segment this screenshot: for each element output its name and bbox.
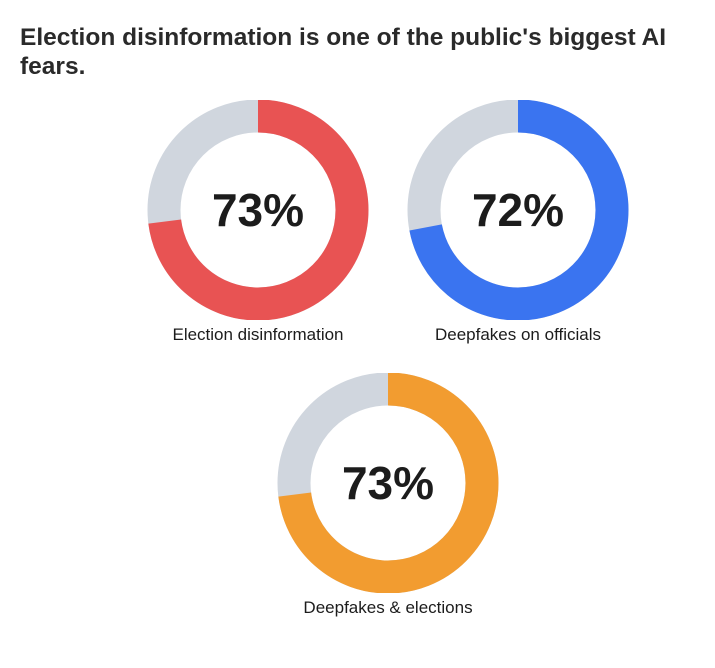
donut-chart: 73% [277,373,499,593]
donut-value-label: 73% [342,457,434,509]
donut-label: Deepfakes on officials [434,325,601,344]
donut-deepfakes-elections: 73% Deepfakes & elections [268,373,508,633]
donut-deepfakes-officials: 72% Deepfakes on officials [398,100,638,360]
chart-title: Election disinformation is one of the pu… [20,24,667,80]
donut-label: Deepfakes & elections [303,598,473,617]
donut-label: Election disinformation [172,325,344,344]
donut-election-disinformation: 73% Election disinformation [138,100,378,360]
donut-value-arc [277,373,499,593]
donut-value-arc [407,100,629,320]
donut-chart: 73% [147,100,369,320]
donut-chart: 72% [407,100,629,320]
donut-value-label: 72% [472,184,564,236]
donut-value-arc [147,100,369,320]
donut-value-label: 73% [212,184,304,236]
